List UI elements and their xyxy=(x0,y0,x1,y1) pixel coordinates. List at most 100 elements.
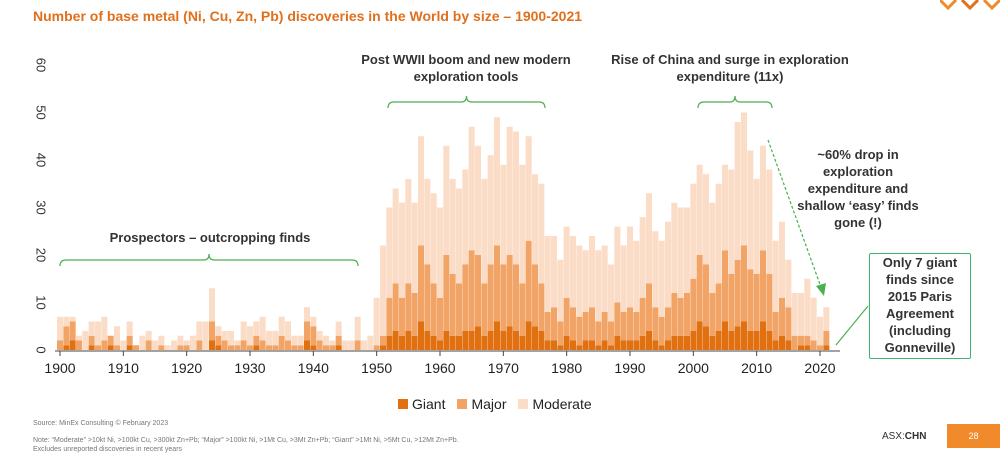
bar-major-1933 xyxy=(265,345,273,350)
bar-major-1906 xyxy=(94,345,102,350)
bar-major-1993 xyxy=(645,283,653,331)
bar-moderate-1911 xyxy=(126,321,133,336)
bar-moderate-2011 xyxy=(759,145,767,251)
bar-giant-1980 xyxy=(563,335,570,350)
bar-moderate-1917 xyxy=(164,345,171,350)
y-tick-label-30: 30 xyxy=(34,200,49,214)
bar-major-1953 xyxy=(392,283,399,331)
bar-giant-1952 xyxy=(386,335,393,350)
bar-giant-1996 xyxy=(664,340,672,350)
bar-major-2004 xyxy=(715,283,722,331)
bar-moderate-2014 xyxy=(778,221,786,298)
legend-swatch-moderate xyxy=(518,399,529,409)
bar-moderate-1924 xyxy=(208,288,216,322)
bar-giant-1976 xyxy=(538,331,545,350)
bar-giant-1998 xyxy=(677,335,684,350)
asx-code: ASX:CHN xyxy=(882,431,926,442)
bar-giant-1982 xyxy=(576,345,583,350)
bar-moderate-1906 xyxy=(94,321,102,346)
bar-major-1925 xyxy=(215,335,222,346)
bar-giant-1959 xyxy=(430,335,437,350)
bar-giant-1977 xyxy=(544,340,551,350)
bar-moderate-1945 xyxy=(341,340,349,350)
bar-moderate-1982 xyxy=(576,245,583,317)
bar-moderate-1939 xyxy=(303,307,311,322)
bar-moderate-1965 xyxy=(468,126,475,251)
bar-giant-1973 xyxy=(519,335,526,350)
bar-moderate-1942 xyxy=(322,335,330,346)
callout-connector xyxy=(835,305,869,346)
bar-moderate-1918 xyxy=(170,340,178,350)
bar-moderate-1987 xyxy=(607,264,615,322)
bar-moderate-1938 xyxy=(297,335,304,346)
bar-giant-1978 xyxy=(550,340,558,350)
annotation-post-wwii-boom: Post WWII boom and new modern exploratio… xyxy=(361,52,571,84)
bar-moderate-2004 xyxy=(715,183,722,284)
legend-item-giant: Giant xyxy=(398,396,445,412)
bar-major-1931 xyxy=(253,335,260,346)
bar-major-2016 xyxy=(791,335,798,350)
bar-moderate-2019 xyxy=(810,297,817,341)
bar-moderate-1972 xyxy=(512,131,520,265)
bar-moderate-1931 xyxy=(253,321,260,336)
bar-giant-1901 xyxy=(63,345,70,350)
bar-major-1961 xyxy=(443,255,450,331)
bar-giant-1931 xyxy=(253,345,260,350)
bar-giant-1984 xyxy=(588,340,596,350)
bar-major-2014 xyxy=(778,297,786,336)
bar-moderate-1975 xyxy=(531,174,539,265)
bar-major-1970 xyxy=(500,264,507,331)
bar-moderate-1959 xyxy=(430,193,437,284)
x-tick-label-1960: 1960 xyxy=(424,360,455,376)
bar-major-1916 xyxy=(158,345,165,350)
arrow-drop-head xyxy=(816,283,826,296)
x-tick-label-1940: 1940 xyxy=(298,360,329,376)
bar-moderate-1935 xyxy=(278,316,285,336)
bar-major-1999 xyxy=(683,293,691,336)
bar-moderate-1910 xyxy=(120,340,127,350)
y-tick-label-50: 50 xyxy=(34,105,49,119)
bar-moderate-1984 xyxy=(588,236,596,308)
bar-moderate-1978 xyxy=(550,236,558,308)
bar-major-1930 xyxy=(246,345,254,350)
bar-major-1995 xyxy=(658,316,665,346)
bar-giant-1999 xyxy=(683,335,691,350)
bar-giant-1979 xyxy=(557,345,564,350)
bar-major-1914 xyxy=(145,340,152,350)
bar-major-1942 xyxy=(322,345,330,350)
bar-moderate-1954 xyxy=(398,202,406,298)
bar-giant-1902 xyxy=(69,340,76,350)
x-tick-label-1900: 1900 xyxy=(44,360,75,376)
bar-major-1981 xyxy=(569,307,577,341)
bar-major-1969 xyxy=(493,245,501,322)
bar-major-1935 xyxy=(278,335,285,350)
bar-major-2020 xyxy=(816,345,824,350)
bar-moderate-1951 xyxy=(379,245,387,336)
bar-major-1985 xyxy=(595,321,602,346)
bar-major-1947 xyxy=(354,340,361,350)
x-tick-label-1930: 1930 xyxy=(234,360,265,376)
legend-item-moderate: Moderate xyxy=(518,396,592,412)
bar-giant-1968 xyxy=(487,331,494,350)
bar-moderate-1970 xyxy=(500,164,507,265)
bar-moderate-1921 xyxy=(189,335,197,350)
bar-moderate-1907 xyxy=(101,316,108,341)
x-tick-label-1990: 1990 xyxy=(614,360,645,376)
bar-major-1939 xyxy=(303,321,311,341)
bar-major-1911 xyxy=(126,335,133,346)
bracket-rise-of-china xyxy=(697,95,773,109)
bar-moderate-2010 xyxy=(753,179,760,274)
bar-moderate-1936 xyxy=(284,321,292,341)
annotation-rise-of-china: Rise of China and surge in exploration e… xyxy=(611,52,849,84)
bar-giant-2018 xyxy=(804,345,811,350)
bar-moderate-1983 xyxy=(582,250,589,312)
bar-giant-2012 xyxy=(766,331,773,350)
x-tick-label-1970: 1970 xyxy=(488,360,519,376)
bar-giant-1911 xyxy=(126,345,133,350)
bar-giant-1939 xyxy=(303,340,311,350)
x-tick-label-2010: 2010 xyxy=(741,360,772,376)
bar-moderate-2000 xyxy=(690,183,697,279)
bar-moderate-2013 xyxy=(772,240,779,312)
bar-moderate-2009 xyxy=(747,150,754,270)
bar-major-2007 xyxy=(734,259,741,327)
